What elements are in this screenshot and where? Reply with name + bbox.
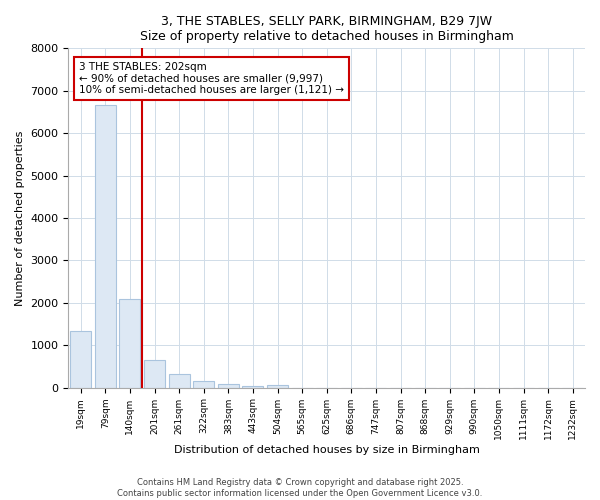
Bar — [242, 386, 263, 388]
X-axis label: Distribution of detached houses by size in Birmingham: Distribution of detached houses by size … — [174, 445, 479, 455]
Bar — [70, 331, 91, 388]
Bar — [169, 374, 190, 388]
Text: 3 THE STABLES: 202sqm
← 90% of detached houses are smaller (9,997)
10% of semi-d: 3 THE STABLES: 202sqm ← 90% of detached … — [79, 62, 344, 95]
Bar — [193, 381, 214, 388]
Bar — [218, 384, 239, 388]
Bar — [95, 104, 116, 388]
Y-axis label: Number of detached properties: Number of detached properties — [15, 130, 25, 306]
Bar — [119, 298, 140, 388]
Bar — [267, 386, 288, 388]
Title: 3, THE STABLES, SELLY PARK, BIRMINGHAM, B29 7JW
Size of property relative to det: 3, THE STABLES, SELLY PARK, BIRMINGHAM, … — [140, 15, 514, 43]
Text: Contains HM Land Registry data © Crown copyright and database right 2025.
Contai: Contains HM Land Registry data © Crown c… — [118, 478, 482, 498]
Bar — [144, 360, 165, 388]
